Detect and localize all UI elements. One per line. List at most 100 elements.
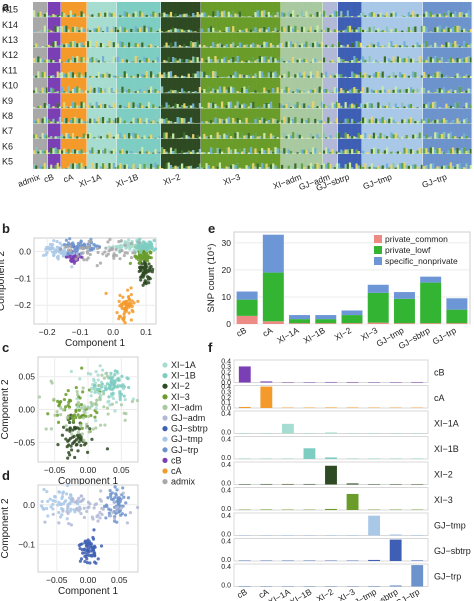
structure-bar-minor bbox=[362, 75, 365, 78]
structure-bar-minor bbox=[163, 149, 166, 154]
structure-bar bbox=[465, 47, 468, 58]
structure-bar-minor bbox=[108, 87, 111, 94]
structure-bar bbox=[185, 108, 188, 123]
structure-bar bbox=[114, 32, 118, 46]
structure-bar bbox=[245, 2, 248, 17]
structure-bar bbox=[443, 138, 446, 153]
structure-bar bbox=[256, 32, 260, 45]
structure-bar bbox=[241, 2, 244, 17]
structure-bar-minor bbox=[176, 28, 180, 33]
structure-bar bbox=[241, 17, 244, 31]
structure-bar bbox=[119, 123, 122, 133]
structure-bar-minor bbox=[158, 45, 162, 48]
structure-bar-minor bbox=[121, 86, 124, 94]
structure-bar bbox=[84, 47, 88, 61]
structure-bar bbox=[440, 17, 444, 29]
structure-bar bbox=[425, 17, 428, 28]
structure-bar bbox=[203, 123, 206, 134]
structure-bar bbox=[156, 154, 160, 165]
structure-bar bbox=[35, 93, 38, 109]
structure-bar bbox=[247, 62, 251, 76]
structure-bar-minor bbox=[232, 42, 235, 48]
structure-bar-minor bbox=[128, 121, 131, 124]
structure-bar-minor bbox=[357, 74, 361, 78]
structure-bar bbox=[351, 123, 354, 136]
structure-bar bbox=[469, 47, 473, 58]
structure-bar bbox=[123, 108, 127, 121]
structure-bar-minor bbox=[130, 60, 133, 63]
structure-bar-minor bbox=[93, 118, 96, 124]
structure-bar bbox=[283, 47, 286, 61]
structure-bar-minor bbox=[143, 163, 146, 170]
structure-bar-minor bbox=[460, 46, 464, 48]
structure-bar bbox=[172, 108, 175, 123]
structure-bar-minor bbox=[169, 71, 173, 78]
structure-bar bbox=[456, 32, 459, 45]
structure-bar-minor bbox=[227, 132, 231, 139]
structure-bar bbox=[335, 138, 339, 152]
structure-bar bbox=[353, 62, 356, 73]
structure-bar-minor bbox=[431, 147, 435, 154]
structure-bar-minor bbox=[294, 74, 297, 78]
structure-bar bbox=[269, 123, 273, 134]
structure-bar bbox=[355, 154, 358, 164]
structure-bar bbox=[254, 2, 257, 13]
structure-bar bbox=[43, 32, 47, 48]
structure-bar bbox=[172, 62, 175, 77]
structure-bar bbox=[110, 47, 114, 63]
structure-bar bbox=[401, 47, 404, 59]
structure-bar bbox=[87, 138, 90, 153]
structure-bar-minor bbox=[227, 87, 231, 94]
structure-bar bbox=[289, 17, 293, 27]
structure-bar-minor bbox=[117, 134, 120, 139]
structure-bar bbox=[37, 78, 40, 93]
x-tick-label: 0.0 bbox=[107, 327, 119, 337]
structure-bar bbox=[91, 17, 94, 31]
structure-bar bbox=[269, 17, 273, 32]
structure-bar-minor bbox=[181, 75, 184, 78]
structure-bar-minor bbox=[287, 71, 291, 78]
structure-bar bbox=[265, 32, 268, 43]
structure-bar bbox=[241, 123, 244, 132]
structure-bar-minor bbox=[438, 13, 442, 18]
structure-bar bbox=[292, 123, 295, 133]
structure-bar-minor bbox=[89, 57, 92, 63]
structure-bar-minor bbox=[394, 167, 398, 170]
structure-bar-minor bbox=[221, 151, 224, 154]
structure-bar bbox=[39, 62, 42, 78]
structure-bar bbox=[346, 123, 350, 135]
structure-bar bbox=[364, 2, 367, 16]
structure-bar bbox=[145, 62, 149, 72]
structure-bar bbox=[447, 62, 451, 77]
structure-bar-minor bbox=[323, 75, 326, 78]
structure-bar bbox=[254, 32, 257, 45]
structure-bar-minor bbox=[194, 15, 197, 18]
structure-bar bbox=[423, 154, 426, 167]
structure-bar bbox=[353, 108, 356, 122]
structure-bar-minor bbox=[63, 136, 66, 139]
structure-bar bbox=[147, 154, 151, 167]
structure-bar-minor bbox=[176, 16, 180, 18]
structure-bar bbox=[449, 123, 453, 132]
structure-bar-minor bbox=[390, 132, 393, 139]
structure-bar bbox=[287, 108, 291, 118]
structure-bar-minor bbox=[340, 59, 343, 63]
structure-bar-minor bbox=[429, 31, 433, 33]
structure-bar-minor bbox=[296, 167, 299, 170]
structure-bar bbox=[342, 17, 345, 31]
structure-bar-minor bbox=[440, 151, 444, 154]
structure-bar bbox=[469, 78, 473, 90]
structure-bar bbox=[189, 62, 193, 78]
structure-bar-minor bbox=[82, 102, 86, 109]
structure-bar bbox=[340, 138, 343, 150]
structure-bar bbox=[348, 93, 352, 105]
structure-bar bbox=[108, 93, 111, 106]
structure-bar bbox=[147, 93, 151, 103]
structure-bar-minor bbox=[342, 15, 345, 18]
structure-bar bbox=[65, 154, 68, 168]
structure-bar bbox=[35, 154, 38, 166]
structure-bar-minor bbox=[454, 11, 457, 18]
structure-bar bbox=[145, 108, 149, 119]
structure-bar-minor bbox=[78, 118, 81, 124]
structure-bar bbox=[456, 17, 459, 26]
